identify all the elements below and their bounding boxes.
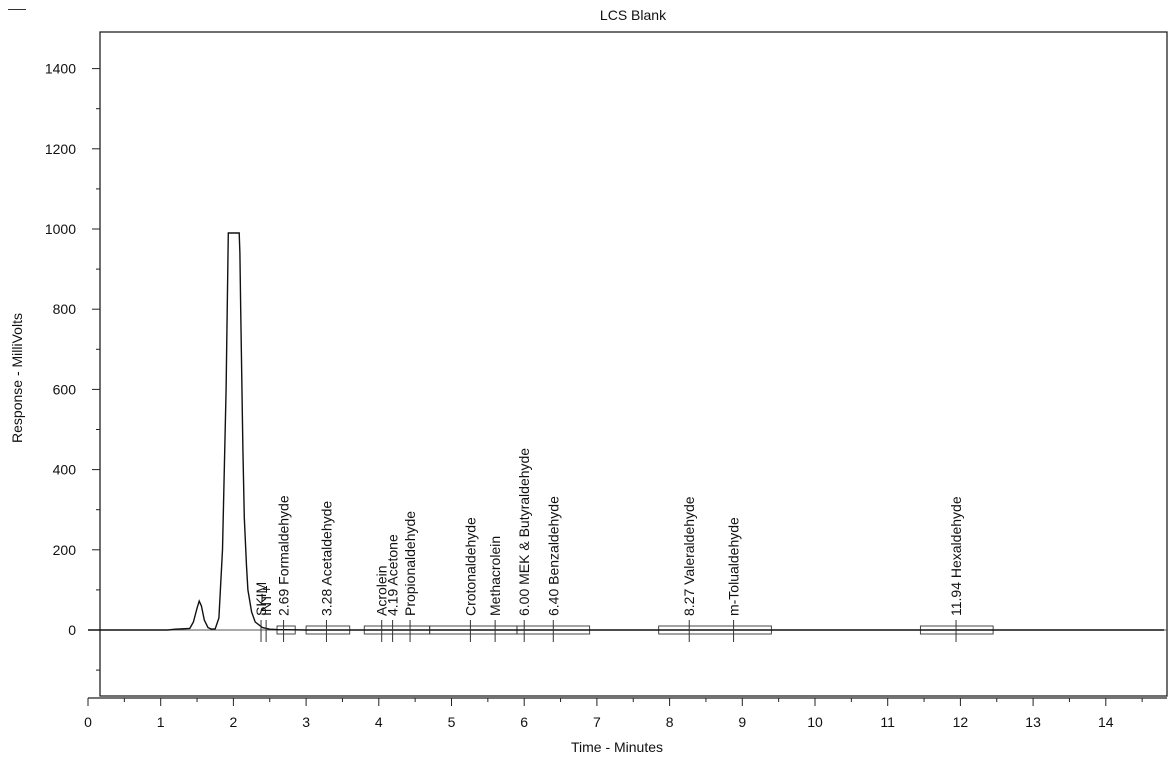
trace-line <box>88 232 1164 631</box>
x-tick-label: 2 <box>230 714 238 730</box>
y-tick-label: 400 <box>53 462 77 478</box>
x-tick-label: 13 <box>1025 714 1041 730</box>
y-tick-label: 1200 <box>45 141 76 157</box>
peak-label: 11.94 Hexaldehyde <box>948 496 964 616</box>
peak-label: Methacrolein <box>487 536 503 616</box>
peak-label: 4.19 Acetone <box>385 534 401 616</box>
y-axis: 0 200 400 600 800 1000 1200 1400 <box>45 61 100 671</box>
plot-frame <box>99 31 1168 697</box>
x-tick-label: 10 <box>807 714 823 730</box>
peak-label: SKIM <box>253 582 269 616</box>
y-tick-label: 600 <box>53 381 77 397</box>
x-tick-label: 3 <box>302 714 310 730</box>
x-tick-label: 12 <box>953 714 969 730</box>
x-tick-label: 8 <box>666 714 674 730</box>
x-tick-label: 9 <box>738 714 746 730</box>
x-tick-label: 0 <box>84 714 92 730</box>
x-tick-label: 14 <box>1098 714 1114 730</box>
signal-trace <box>88 232 1164 631</box>
peak-label: INT+ <box>258 585 274 616</box>
y-tick-label: 200 <box>53 542 77 558</box>
x-tick-label: 1 <box>157 714 165 730</box>
x-tick-label: 4 <box>375 714 383 730</box>
x-tick-label: 6 <box>520 714 528 730</box>
peak-label: 6.00 MEK & Butyraldehyde <box>516 448 532 616</box>
x-tick-label: 7 <box>593 714 601 730</box>
peak-label: Crotonaldehyde <box>462 517 478 616</box>
y-tick-label: 1400 <box>45 61 76 77</box>
x-tick-label: 11 <box>880 714 895 730</box>
y-tick-label: 800 <box>53 301 77 317</box>
peak-label: 2.69 Formaldehyde <box>276 495 292 616</box>
y-axis-label: Response - MilliVolts <box>9 313 25 443</box>
peak-label: 8.27 Valeraldehyde <box>681 496 697 616</box>
chart-title: LCS Blank <box>600 7 667 23</box>
peak-label: 6.40 Benzaldehyde <box>545 496 561 616</box>
corner-mark <box>8 9 26 10</box>
x-axis: 0 1 2 3 4 5 6 7 8 9 10 11 12 13 14 <box>84 698 1143 730</box>
peak-label: 3.28 Acetaldehyde <box>318 501 334 616</box>
y-tick-label: 0 <box>68 622 76 638</box>
x-axis-label: Time - Minutes <box>571 739 663 755</box>
x-tick-label: 5 <box>448 714 456 730</box>
peak-label: Propionaldehyde <box>402 511 418 616</box>
peak-label: Acrolein <box>374 565 390 616</box>
peak-label: m-Tolualdehyde <box>726 517 742 616</box>
y-tick-label: 1000 <box>45 221 76 237</box>
